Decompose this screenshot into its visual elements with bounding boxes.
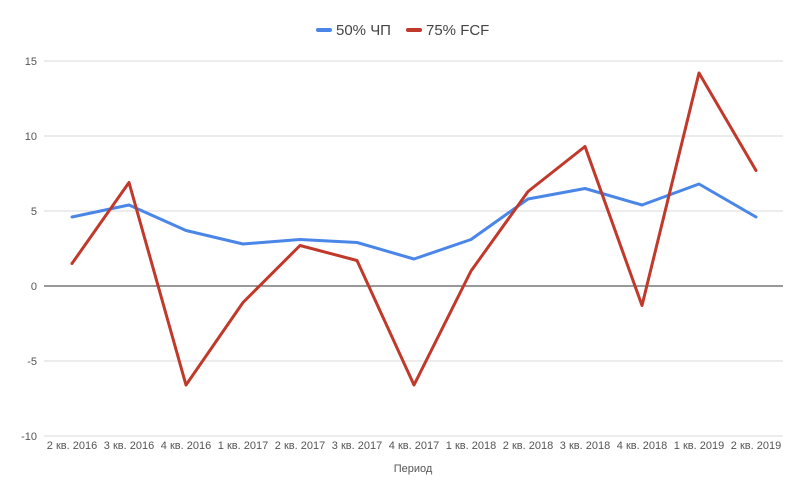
y-axis-ticks: -10 -5 0 5 10 15 bbox=[21, 56, 37, 443]
x-axis-ticks: 2 кв. 2016 3 кв. 2016 4 кв. 2016 1 кв. 2017… bbox=[47, 440, 781, 452]
legend-label: 75% FCF bbox=[426, 22, 489, 39]
x-tick-label: 4 кв. 2017 bbox=[389, 440, 439, 452]
series-line-1 bbox=[70, 182, 758, 261]
y-tick-label: -10 bbox=[21, 431, 37, 443]
x-tick-label: 3 кв. 2016 bbox=[104, 440, 154, 452]
legend-label: 50% ЧП bbox=[336, 22, 391, 39]
x-tick-label: 2 кв. 2018 bbox=[503, 440, 553, 452]
series-line-2 bbox=[70, 71, 758, 387]
y-tick-label: 0 bbox=[31, 281, 37, 293]
x-axis-title: Период bbox=[394, 463, 433, 475]
x-tick-label: 1 кв. 2017 bbox=[218, 440, 268, 452]
y-tick-label: 15 bbox=[25, 56, 37, 68]
y-tick-label: 10 bbox=[25, 131, 37, 143]
x-tick-label: 1 кв. 2019 bbox=[674, 440, 724, 452]
x-tick-label: 2 кв. 2019 bbox=[731, 440, 781, 452]
x-tick-label: 4 кв. 2018 bbox=[617, 440, 667, 452]
x-tick-label: 3 кв. 2017 bbox=[332, 440, 382, 452]
x-tick-label: 2 кв. 2017 bbox=[275, 440, 325, 452]
x-tick-label: 2 кв. 2016 bbox=[47, 440, 97, 452]
legend: 50% ЧП 75% FCF bbox=[316, 22, 489, 39]
series-lines bbox=[70, 71, 758, 387]
x-tick-label: 4 кв. 2016 bbox=[161, 440, 211, 452]
grid-lines bbox=[44, 60, 783, 437]
x-tick-label: 1 кв. 2018 bbox=[446, 440, 496, 452]
x-tick-label: 3 кв. 2018 bbox=[560, 440, 610, 452]
y-tick-label: 5 bbox=[31, 206, 37, 218]
y-tick-label: -5 bbox=[27, 356, 37, 368]
